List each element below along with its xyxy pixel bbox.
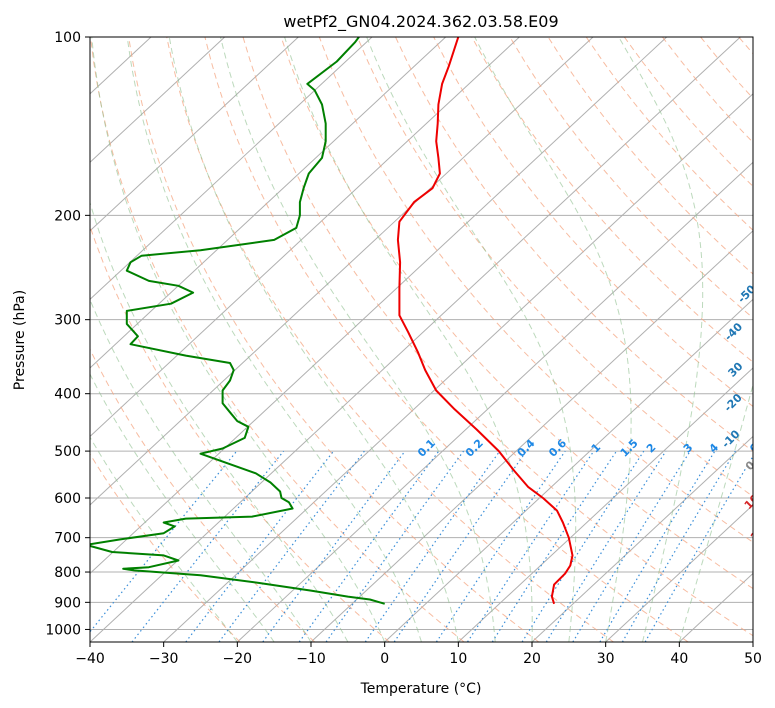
dry-adiabat [433, 37, 753, 408]
mixing-ratio-line [218, 450, 365, 642]
y-axis-label: Pressure (hPa) [12, 290, 28, 390]
dry-adiabat [90, 453, 241, 642]
dry-adiabat [204, 37, 689, 642]
isotherm [457, 367, 753, 642]
y-tick-label: 600 [54, 491, 81, 507]
dry-adiabat [280, 37, 753, 590]
isotherm [90, 37, 226, 163]
y-tick-label: 100 [54, 30, 81, 46]
isotherm [605, 504, 753, 642]
x-tick-label: 40 [670, 651, 688, 667]
moist-adiabat [126, 37, 422, 642]
isotherm [90, 37, 520, 438]
dry-adiabat [128, 37, 540, 642]
x-tick-label: 10 [449, 651, 467, 667]
isotherm [90, 37, 447, 369]
isotherm [384, 298, 753, 642]
plot-area [90, 37, 753, 642]
y-tick-label: 300 [54, 313, 81, 329]
isotherm [90, 37, 594, 506]
moist-adiabat [366, 37, 577, 642]
x-tick-label: 50 [744, 651, 762, 667]
dry-adiabat [509, 37, 753, 319]
mixing-ratio-line [131, 450, 285, 642]
mixing-ratio-line [90, 450, 238, 633]
dry-adiabat [242, 37, 753, 637]
isotherm [90, 37, 373, 301]
y-tick-label: 1000 [45, 622, 81, 638]
mixing-ratio-line [572, 450, 691, 642]
y-tick-label: 700 [54, 531, 81, 547]
mixing-ratio-line [393, 450, 527, 642]
isotherm [310, 230, 753, 642]
x-tick-label: −10 [296, 651, 326, 667]
plot-frame [89, 36, 754, 643]
moist-adiabat [474, 37, 632, 642]
y-axis-ticks: 100 200 300 400 500 600 700 800 900 1000 [45, 30, 90, 638]
isotherm [163, 93, 753, 642]
dry-adiabat [395, 37, 753, 452]
x-tick-label: −20 [223, 651, 253, 667]
dry-adiabat [166, 37, 614, 642]
temperature-profile-line [396, 37, 574, 605]
dry-adiabat [90, 37, 465, 642]
dry-adiabat [356, 37, 753, 498]
dewpoint-profile-line [90, 37, 385, 605]
isotherm [236, 161, 753, 642]
moist-adiabat [90, 373, 275, 642]
mixing-ratio-line [599, 450, 716, 642]
moist-adiabat [91, 37, 386, 642]
x-axis-label: Temperature (°C) [360, 681, 482, 697]
mixing-ratio-line [435, 450, 566, 642]
moist-adiabat [678, 382, 753, 642]
mixing-ratio-line [521, 450, 645, 642]
moist-adiabat [90, 298, 312, 642]
x-tick-label: 20 [523, 651, 541, 667]
x-tick-label: 0 [380, 651, 389, 667]
mixing-ratio-line [325, 450, 465, 642]
moist-adiabat [220, 37, 496, 642]
moist-adiabat [618, 37, 704, 642]
sounding-profiles [90, 37, 574, 605]
isotherm [90, 37, 668, 575]
mixing-ratio-line [491, 450, 617, 642]
chart-title: wetPf2_GN04.2024.362.03.58.E09 [283, 12, 558, 32]
dry-adiabat-label: 20 [748, 523, 768, 543]
y-tick-label: 800 [54, 565, 81, 581]
y-tick-label: 900 [54, 595, 81, 611]
mixing-ratio-line [545, 450, 667, 642]
isotherm [90, 37, 741, 642]
dry-adiabat [471, 37, 753, 363]
isotherm [90, 37, 299, 232]
dry-adiabat [90, 348, 316, 642]
x-tick-label: 30 [597, 651, 615, 667]
y-tick-label: 200 [54, 208, 81, 224]
mixing-ratio-line [621, 450, 736, 642]
mixing-ratio-line [364, 450, 501, 642]
dry-adiabat-label: 10 [742, 492, 762, 512]
x-axis-ticks: −40 −30 −20 −10 0 10 20 30 40 50 [75, 642, 762, 667]
moist-adiabat [284, 37, 533, 642]
dry-adiabat [90, 224, 390, 642]
x-tick-label: −30 [149, 651, 179, 667]
dry-adiabat [318, 37, 753, 543]
x-tick-label: −40 [75, 651, 105, 667]
mixing-ratio-line [466, 450, 595, 642]
dry-adiabat-label: 0 [743, 458, 758, 473]
moist-adiabat [90, 436, 238, 642]
y-tick-label: 500 [54, 444, 81, 460]
mixing-ratio-label: 6 [747, 441, 762, 456]
background-lines [90, 37, 753, 642]
isotherm [531, 435, 753, 642]
moist-adiabat [168, 37, 459, 642]
y-tick-label: 400 [54, 387, 81, 403]
